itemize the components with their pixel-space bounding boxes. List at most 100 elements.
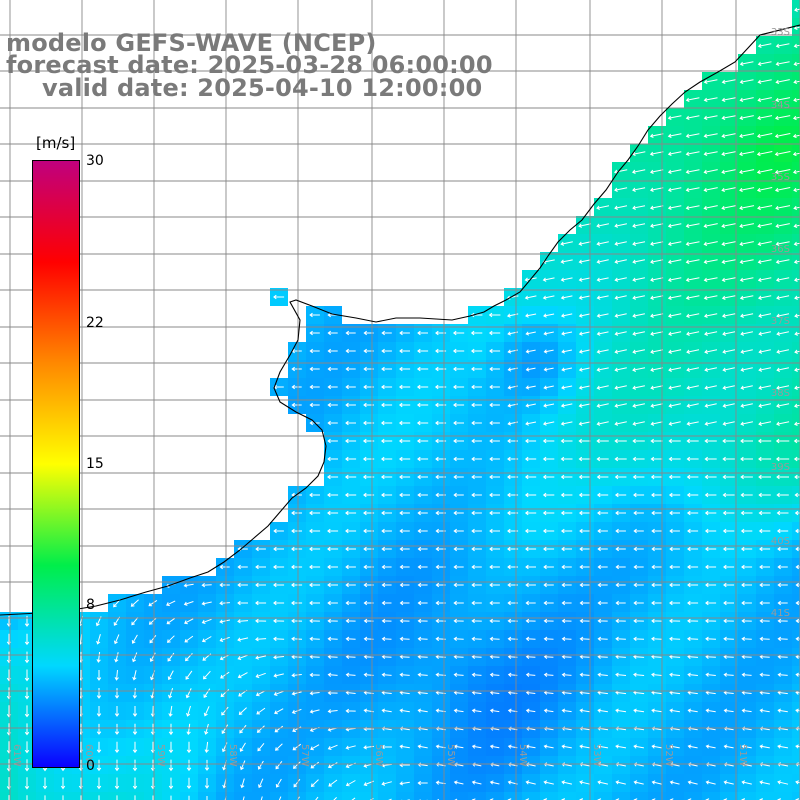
wind-arrow [669, 546, 680, 552]
wind-arrow [739, 151, 755, 157]
wind-arrow [309, 709, 320, 714]
wind-arrow [168, 777, 174, 790]
wind-arrow [114, 652, 119, 663]
wind-arrow [614, 187, 628, 192]
wind-arrow [597, 654, 608, 659]
wind-arrow [775, 97, 791, 103]
wind-arrow [219, 601, 230, 606]
wind-arrow [525, 780, 536, 785]
wind-arrow [381, 636, 392, 642]
wind-arrow [723, 618, 734, 624]
wind-arrow [399, 744, 410, 749]
wind-arrow [685, 259, 700, 265]
wind-arrow [668, 492, 681, 498]
wind-arrow [345, 348, 356, 354]
wind-arrow [775, 259, 790, 264]
wind-arrow [255, 564, 266, 570]
wind-arrow [543, 313, 555, 318]
wind-arrow [399, 510, 410, 516]
wind-arrow [757, 97, 772, 103]
wind-arrow [578, 421, 591, 426]
wind-arrow [667, 115, 682, 120]
wind-arrow [615, 600, 626, 606]
wind-arrow [669, 510, 680, 516]
wind-arrow [381, 690, 392, 695]
wind-arrow [669, 618, 681, 624]
wind-arrow [615, 636, 626, 641]
wind-arrow [561, 690, 572, 695]
wind-arrow [525, 331, 536, 336]
wind-arrow [309, 402, 320, 408]
wind-arrow [543, 672, 554, 677]
wind-arrow [722, 367, 735, 372]
wind-arrow [471, 528, 482, 534]
wind-arrow [614, 331, 627, 336]
wind-arrow [793, 223, 800, 229]
wind-arrow [596, 403, 609, 408]
wind-arrow [705, 690, 716, 695]
wind-arrow [632, 456, 645, 462]
wind-arrow [416, 402, 429, 408]
wind-arrow [309, 636, 320, 641]
wind-arrow [489, 366, 500, 372]
wind-arrow [542, 528, 555, 534]
wind-arrow [704, 510, 717, 516]
wind-arrow [614, 313, 627, 318]
wind-arrow [596, 205, 610, 210]
wind-arrow [398, 402, 411, 408]
wind-arrow [614, 223, 627, 228]
wind-arrow [417, 456, 429, 462]
wind-arrow [597, 510, 609, 516]
wind-arrow [237, 637, 249, 642]
wind-arrow [578, 385, 591, 390]
wind-arrow [327, 636, 338, 642]
wind-arrow [774, 151, 791, 157]
wind-speed-cell [306, 792, 324, 800]
colorbar-tick: 8 [86, 597, 95, 614]
wind-arrow [687, 564, 699, 570]
wind-arrow [96, 651, 101, 663]
wind-speed-cell [666, 792, 684, 800]
wind-arrow [345, 402, 356, 408]
wind-arrow [542, 277, 555, 282]
wind-arrow [615, 744, 627, 749]
wind-arrow [578, 492, 591, 498]
wind-arrow [614, 295, 627, 300]
wind-arrow [578, 403, 591, 408]
wind-arrow [578, 259, 591, 264]
wind-arrow [775, 79, 790, 85]
wind-arrow [417, 690, 428, 695]
wind-arrow [651, 654, 663, 659]
wind-arrow [633, 528, 644, 534]
wind-arrow [795, 744, 800, 749]
wind-arrow [327, 492, 339, 498]
wind-arrow [273, 636, 285, 642]
wind-arrow [686, 438, 699, 444]
wind-arrow [597, 600, 608, 606]
wind-arrow [201, 618, 212, 624]
wind-arrow [471, 474, 482, 480]
wind-arrow [723, 636, 734, 641]
wind-arrow [774, 115, 791, 121]
wind-arrow [345, 618, 356, 624]
wind-arrow [114, 688, 120, 699]
wind-arrow [167, 670, 174, 681]
wind-speed-cell [792, 774, 800, 792]
wind-arrow [615, 654, 626, 659]
wind-arrow [417, 744, 428, 749]
wind-arrow [417, 708, 428, 713]
wind-arrow [417, 564, 428, 570]
wind-arrow [721, 295, 736, 300]
wind-arrow [721, 313, 736, 318]
wind-arrow [596, 313, 609, 318]
wind-arrow [777, 690, 788, 695]
wind-arrow [777, 600, 788, 606]
wind-arrow [24, 777, 30, 790]
wind-arrow [615, 510, 626, 516]
wind-arrow [297, 796, 300, 800]
wind-arrow [792, 169, 800, 175]
wind-arrow [795, 672, 800, 677]
wind-arrow [417, 474, 428, 480]
wind-arrow [255, 582, 266, 588]
wind-arrow [167, 652, 175, 662]
